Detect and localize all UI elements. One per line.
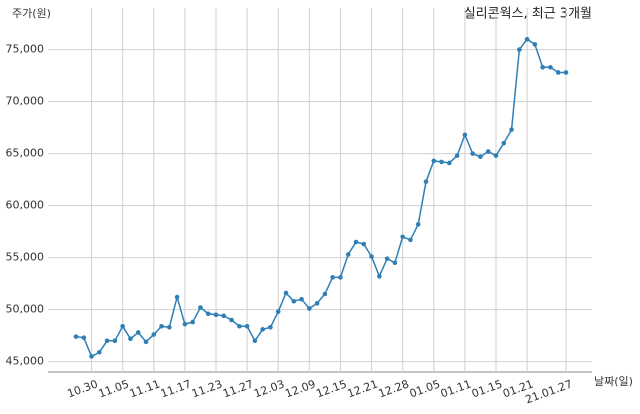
marker bbox=[229, 317, 234, 323]
marker bbox=[143, 339, 149, 345]
marker bbox=[361, 241, 367, 247]
marker bbox=[268, 324, 273, 330]
y-tick-label: 65,000 bbox=[6, 147, 45, 160]
marker bbox=[244, 323, 250, 329]
marker bbox=[205, 311, 211, 317]
marker bbox=[509, 127, 514, 132]
x-tick-label: 01.15 bbox=[470, 377, 504, 400]
marker bbox=[447, 160, 452, 166]
marker bbox=[400, 234, 405, 240]
marker bbox=[369, 254, 374, 259]
marker bbox=[283, 290, 289, 296]
marker bbox=[252, 338, 258, 344]
marker bbox=[275, 309, 281, 314]
marker bbox=[501, 140, 507, 146]
x-tick-label: 01.11 bbox=[439, 377, 473, 400]
marker bbox=[221, 313, 227, 319]
chart-title: 실리콘웍스, 최근 3개월 bbox=[464, 7, 592, 22]
marker bbox=[555, 70, 561, 75]
marker bbox=[322, 291, 328, 297]
line bbox=[75, 38, 566, 358]
x-tick-label: 01.05 bbox=[408, 377, 442, 400]
y-tick-label: 50,000 bbox=[6, 303, 45, 316]
marker bbox=[439, 159, 444, 165]
x-tick-label: 10.30 bbox=[66, 377, 100, 400]
marker bbox=[462, 132, 468, 138]
x-tick-label: 12.28 bbox=[377, 377, 411, 400]
y-tick-label: 70,000 bbox=[6, 95, 45, 108]
x-tick-label: 12.09 bbox=[283, 377, 317, 400]
marker bbox=[540, 64, 545, 70]
marker bbox=[97, 349, 102, 355]
marker bbox=[517, 47, 522, 52]
marker bbox=[408, 237, 413, 243]
marker bbox=[532, 42, 538, 47]
y-tick-label: 60,000 bbox=[6, 199, 45, 212]
marker bbox=[213, 312, 219, 318]
marker bbox=[81, 335, 87, 340]
x-tick-label: 11.27 bbox=[221, 377, 255, 400]
marker bbox=[563, 70, 569, 75]
x-tick-label: 12.03 bbox=[252, 377, 286, 400]
marker bbox=[377, 274, 382, 279]
marker bbox=[470, 151, 475, 156]
marker bbox=[345, 252, 351, 257]
x-tick-label: 11.05 bbox=[97, 377, 131, 400]
marker bbox=[338, 275, 343, 280]
y-tick-label: 75,000 bbox=[6, 43, 45, 56]
marker bbox=[524, 36, 530, 42]
marker bbox=[174, 294, 180, 300]
marker bbox=[431, 158, 437, 164]
x-tick-label: 11.11 bbox=[128, 377, 162, 400]
marker bbox=[493, 153, 499, 158]
marker bbox=[415, 222, 421, 227]
marker bbox=[112, 338, 118, 344]
marker bbox=[182, 321, 188, 327]
marker bbox=[260, 327, 265, 332]
marker bbox=[167, 324, 172, 330]
y-tick-label: 45,000 bbox=[6, 355, 45, 368]
x-tick-label: 11.17 bbox=[159, 377, 193, 400]
marker bbox=[135, 330, 141, 335]
marker bbox=[73, 334, 79, 339]
marker bbox=[237, 323, 242, 329]
marker bbox=[120, 323, 125, 329]
marker bbox=[548, 64, 553, 70]
marker bbox=[478, 154, 483, 160]
marker bbox=[159, 323, 164, 329]
marker bbox=[299, 296, 304, 302]
marker bbox=[291, 298, 297, 304]
marker bbox=[128, 336, 133, 342]
marker bbox=[307, 306, 312, 311]
y-tick-label: 55,000 bbox=[6, 251, 45, 264]
marker bbox=[353, 239, 359, 245]
marker bbox=[330, 275, 335, 280]
marker bbox=[151, 332, 157, 337]
marker bbox=[454, 153, 460, 158]
x-tick-label: 12.15 bbox=[314, 377, 348, 400]
marker bbox=[314, 301, 320, 306]
marker bbox=[89, 354, 94, 359]
x-tick-label: 12.21 bbox=[346, 377, 380, 400]
marker bbox=[190, 319, 195, 325]
marker bbox=[104, 338, 110, 344]
marker bbox=[485, 149, 491, 154]
x-axis-label: 날짜(일) bbox=[594, 374, 633, 388]
marker bbox=[198, 305, 203, 310]
y-axis-label: 주가(원) bbox=[12, 7, 51, 20]
marker bbox=[392, 260, 398, 266]
marker bbox=[423, 179, 429, 184]
x-tick-label: 11.23 bbox=[190, 377, 224, 400]
marker bbox=[384, 256, 390, 261]
